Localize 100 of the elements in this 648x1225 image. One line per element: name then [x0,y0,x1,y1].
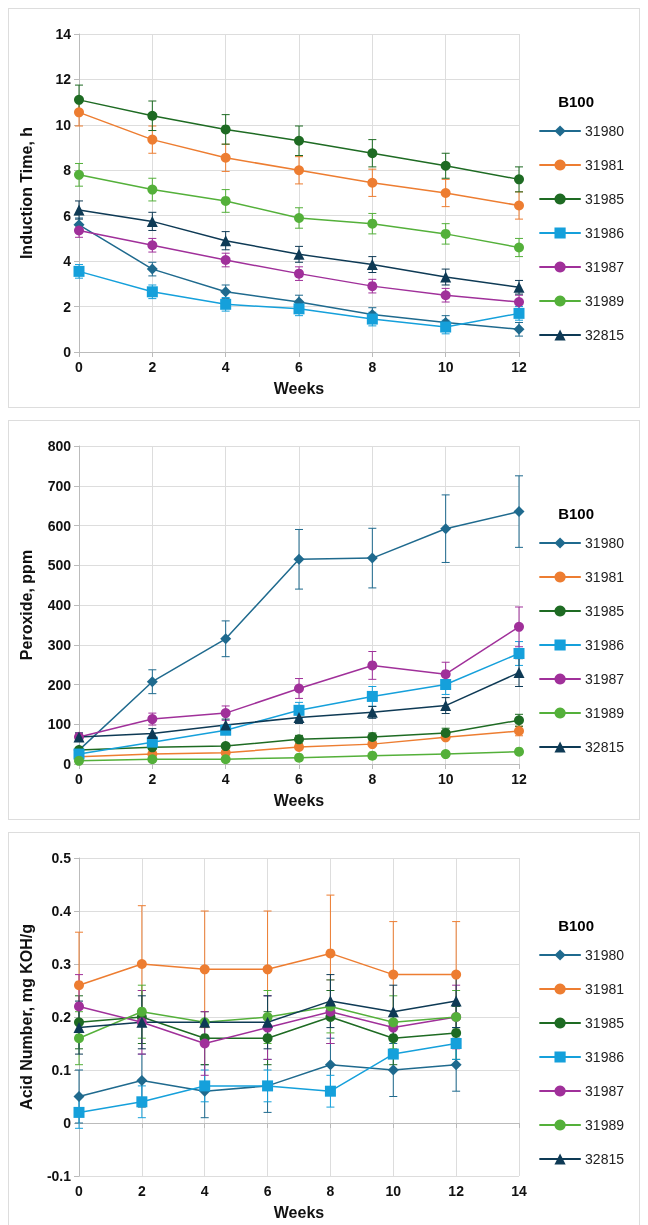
legend-label: 31985 [585,603,625,619]
x-tick-label: 12 [511,359,527,375]
legend-label: 31986 [585,1049,625,1065]
legend-label: 31985 [585,1015,625,1031]
y-tick-label: 0 [63,344,72,360]
point [220,195,231,206]
point [514,746,524,757]
y-tick-label: 300 [47,636,72,653]
point [74,94,84,105]
legend-label: 32815 [585,327,625,343]
legend-label: 31987 [585,671,625,687]
x-tick-label: 10 [385,1183,402,1199]
point [514,174,524,185]
y-axis-title: Induction Time, h [17,126,35,260]
point [513,506,525,518]
point [73,204,85,216]
y-tick-label: 600 [47,517,72,534]
x-tick-label: 4 [200,1183,209,1199]
legend-label: 31981 [585,569,625,585]
point [74,169,84,180]
legend-title: B100 [558,917,594,934]
point [262,964,273,975]
point [440,669,451,680]
point [294,165,304,176]
point [294,752,304,763]
point [74,1001,84,1012]
x-tick-label: 4 [221,771,230,787]
point [388,1017,399,1028]
legend-label: 31989 [585,1117,625,1133]
x-tick-label: 10 [437,771,454,787]
y-tick-label: 0.3 [51,956,72,972]
point [451,969,462,980]
point [74,107,84,118]
legend-title: B100 [558,93,594,110]
point [513,667,525,679]
x-axis-title: Weeks [273,791,325,809]
y-tick-label: -0.1 [46,1168,72,1184]
point [514,242,524,253]
point [324,995,336,1007]
x-tick-label: 6 [263,1183,272,1199]
legend-label: 31981 [585,981,625,997]
point [74,980,84,991]
point [325,948,336,959]
legend-label: 31986 [585,637,625,653]
y-tick-label: 800 [47,438,72,454]
y-tick-label: 0.4 [51,903,72,919]
legend-label: 31989 [585,705,625,721]
point [146,215,158,227]
legend-label: 31980 [585,947,625,963]
x-tick-label: 2 [137,1183,146,1199]
x-tick-label: 8 [326,1183,335,1199]
point [294,135,304,146]
legend-label: 31981 [585,157,625,173]
point [294,683,304,694]
x-tick-label: 12 [448,1183,465,1199]
point [388,1033,399,1044]
point [293,553,305,565]
point [146,676,158,688]
y-tick-label: 4 [63,253,72,270]
point [367,660,378,671]
x-axis-title: Weeks [273,379,325,397]
legend-label: 32815 [585,739,625,755]
x-tick-label: 2 [148,359,157,375]
point [514,297,524,308]
point [74,755,84,766]
legend-label: 31986 [585,225,625,241]
point [440,228,451,239]
point [324,1059,336,1071]
point [147,754,158,765]
point [136,1006,147,1017]
point [450,1038,462,1049]
x-tick-label: 0 [75,771,84,787]
x-tick-label: 14 [511,1183,527,1199]
point [220,633,232,645]
point [387,1048,399,1060]
y-tick-label: 0 [63,1115,72,1131]
point [387,1064,399,1076]
legend-label: 31980 [585,535,625,551]
point [367,750,378,761]
y-tick-label: 100 [47,716,72,733]
point [324,1085,336,1097]
point [74,225,84,236]
y-tick-label: 6 [63,207,72,224]
x-tick-label: 8 [368,771,377,787]
point [387,1006,399,1018]
x-tick-label: 6 [295,359,304,375]
y-tick-label: 8 [63,162,72,179]
legend-label: 31985 [585,191,625,207]
point [440,749,451,760]
point [367,218,378,229]
x-tick-label: 2 [148,771,157,787]
point [513,647,525,659]
point [147,110,158,121]
point [220,741,231,752]
x-axis-title: Weeks [273,1203,325,1221]
point [514,200,524,211]
legend-title: B100 [558,505,594,522]
point [136,1096,148,1108]
legend-label: 32815 [585,1151,625,1167]
point [220,754,231,765]
